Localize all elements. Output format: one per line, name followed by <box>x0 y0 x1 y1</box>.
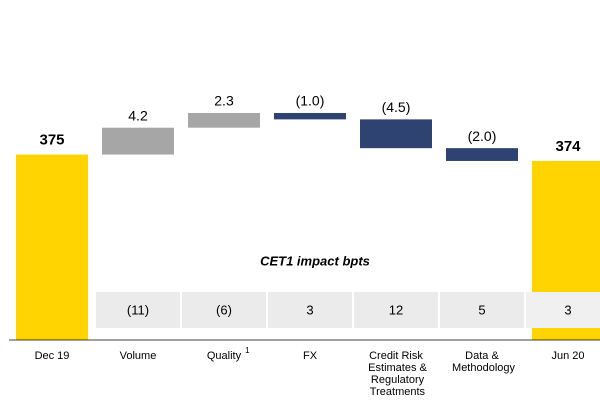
x-tick-label: Volume <box>120 350 157 362</box>
impact-value: (11) <box>127 302 149 317</box>
x-tick-label: Quality <box>207 350 242 362</box>
value-label: 375 <box>39 132 64 149</box>
x-tick-label: FX <box>303 350 318 362</box>
footnote-marker: 1 <box>245 346 250 355</box>
value-label: (2.0) <box>468 128 497 144</box>
impact-cell <box>268 292 352 328</box>
value-label: (4.5) <box>382 99 411 115</box>
impact-cell <box>354 292 438 328</box>
value-label: 2.3 <box>214 93 234 109</box>
impact-value: (6) <box>216 302 232 317</box>
impact-value: 12 <box>389 302 403 317</box>
bar <box>446 148 518 161</box>
x-tick-label: Dec 19 <box>35 350 70 362</box>
impact-cell <box>182 292 266 328</box>
bar <box>102 127 174 155</box>
value-label: (1.0) <box>296 93 325 109</box>
x-tick-label: Credit Risk Estimates & Regulatory Treat… <box>365 350 427 398</box>
bar <box>274 112 346 120</box>
value-label: 4.2 <box>128 107 148 123</box>
value-label: 374 <box>555 138 581 155</box>
impact-label: CET1 impact bpts <box>260 253 370 268</box>
impact-cell <box>440 292 524 328</box>
impact-value: 5 <box>478 302 485 317</box>
impact-cell <box>526 292 600 328</box>
x-tick-label: Jun 20 <box>551 350 584 362</box>
bar <box>188 112 260 128</box>
x-tick-label: Data & Methodology <box>449 350 516 374</box>
impact-cell <box>96 292 180 328</box>
impact-value: 3 <box>564 302 571 317</box>
bar <box>360 119 432 149</box>
bar <box>16 154 88 340</box>
impact-value: 3 <box>306 302 313 317</box>
